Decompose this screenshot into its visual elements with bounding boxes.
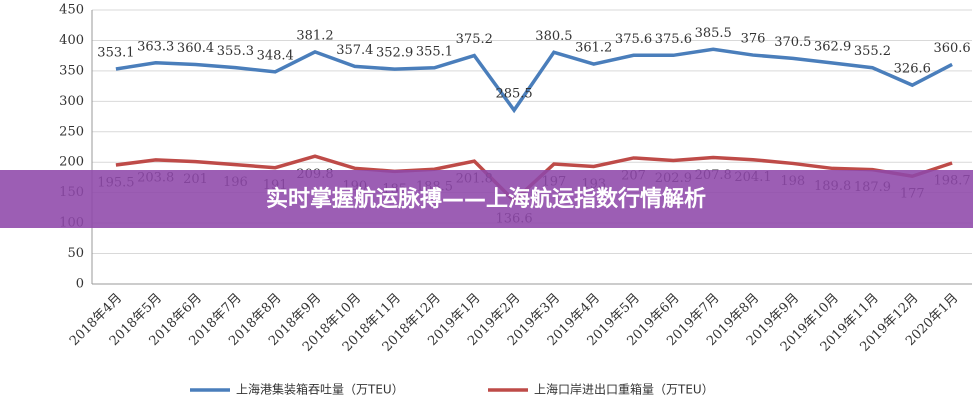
- data-label: 348.4: [257, 48, 294, 63]
- data-label: 375.2: [456, 32, 493, 47]
- y-tick-label: 200: [59, 155, 84, 170]
- data-label: 355.2: [854, 44, 891, 59]
- legend-label: 上海港集装箱吞吐量（万TEU）: [236, 382, 404, 397]
- banner-title: 实时掌握航运脉搏——上海航运指数行情解析: [266, 186, 706, 212]
- y-tick-label: 400: [59, 33, 84, 48]
- data-label: 381.2: [296, 28, 333, 43]
- data-label: 380.5: [535, 29, 572, 44]
- y-tick-label: 350: [59, 63, 84, 78]
- data-label: 376: [741, 32, 766, 47]
- data-label: 370.5: [774, 35, 811, 50]
- data-label: 375.6: [655, 32, 692, 47]
- data-label: 375.6: [615, 32, 652, 47]
- data-label: 357.4: [336, 43, 373, 58]
- data-label: 326.6: [894, 62, 931, 77]
- banner-bg: [0, 170, 973, 228]
- data-label: 355.3: [217, 44, 254, 59]
- y-tick-label: 50: [67, 246, 84, 261]
- data-label: 360.4: [177, 41, 214, 56]
- data-label: 353.1: [97, 46, 134, 61]
- data-label: 385.5: [695, 26, 732, 41]
- y-tick-label: 300: [59, 94, 84, 109]
- data-label: 352.9: [376, 46, 413, 61]
- legend-label: 上海口岸进出口重箱量（万TEU）: [534, 382, 714, 397]
- data-label: 360.6: [933, 41, 970, 56]
- data-label: 362.9: [814, 40, 851, 55]
- y-tick-label: 250: [59, 124, 84, 139]
- data-label: 355.1: [416, 44, 453, 59]
- data-label: 361.2: [575, 41, 612, 56]
- series-line: [115, 47, 953, 114]
- y-tick-label: 450: [59, 3, 84, 18]
- y-tick-label: 0: [76, 277, 84, 292]
- data-label: 285.5: [495, 87, 532, 102]
- data-label: 363.3: [137, 39, 174, 54]
